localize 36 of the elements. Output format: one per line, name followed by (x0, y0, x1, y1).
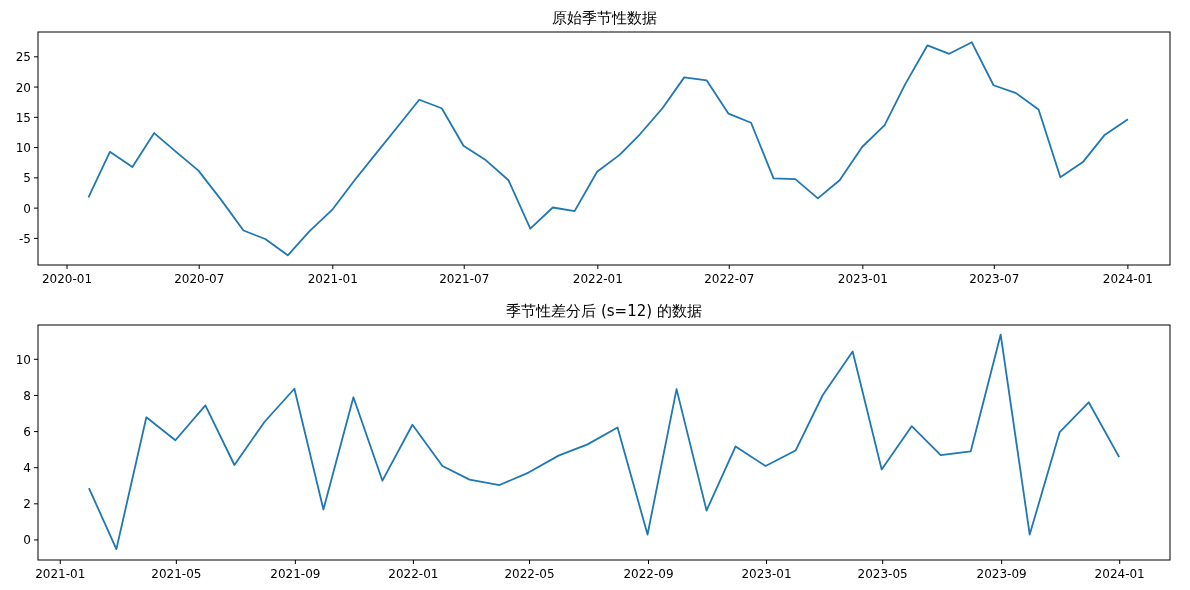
x-tick-label: 2023-01 (741, 567, 792, 581)
x-tick-label: 2021-09 (270, 567, 321, 581)
y-tick-label: 10 (15, 141, 31, 156)
x-tick-label: 2023-07 (969, 272, 1020, 286)
chart-title: 原始季节性数据 (551, 9, 657, 27)
y-tick-label: 10 (15, 352, 31, 367)
y-tick-label: 2 (23, 497, 31, 512)
x-tick-label: 2020-07 (174, 272, 225, 286)
x-tick-label: 2023-05 (857, 567, 908, 581)
x-tick-label: 2023-09 (976, 567, 1027, 581)
x-tick-label: 2022-07 (704, 272, 755, 286)
x-tick-label: 2020-01 (41, 272, 93, 286)
y-tick-label: 15 (15, 110, 31, 125)
x-tick-label: 2024-01 (1102, 272, 1153, 286)
y-tick-label: 20 (15, 80, 31, 95)
x-tick-label: 2022-05 (504, 567, 555, 581)
line-series (87, 41, 1129, 257)
y-tick-label: 8 (23, 388, 31, 403)
x-tick-label: 2022-01 (388, 567, 439, 581)
y-tick-label: 5 (23, 171, 31, 186)
y-tick-label: 4 (23, 461, 31, 476)
x-tick-label: 2021-05 (151, 567, 202, 581)
x-tick-label: 2024-01 (1094, 567, 1145, 581)
y-tick-label: -5 (19, 231, 31, 246)
x-tick-label: 2022-01 (572, 272, 623, 286)
x-tick-label: 2021-01 (307, 272, 358, 286)
y-tick-label: 0 (23, 533, 31, 548)
y-tick-label: 6 (23, 425, 31, 440)
y-tick-label: 25 (15, 50, 31, 65)
chart-title: 季节性差分后 (s=12) 的数据 (506, 302, 702, 320)
x-tick-label: 2021-07 (439, 272, 490, 286)
y-tick-label: 0 (23, 201, 31, 216)
line-series (88, 333, 1120, 551)
x-tick-label: 2022-09 (623, 567, 674, 581)
x-tick-label: 2021-01 (35, 567, 86, 581)
x-tick-label: 2023-01 (837, 272, 888, 286)
